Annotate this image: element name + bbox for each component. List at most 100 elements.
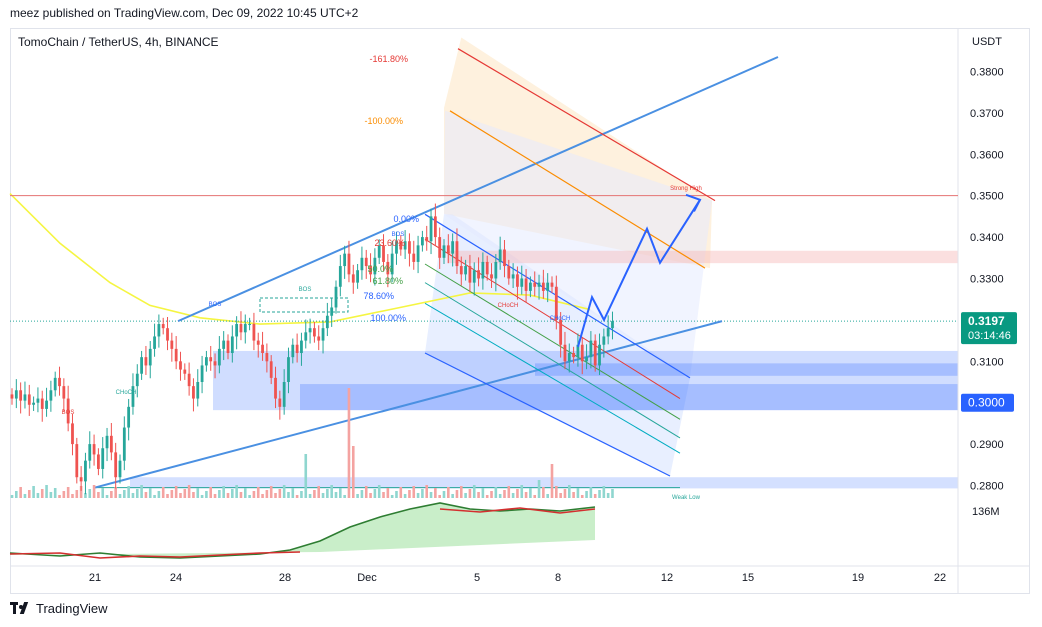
structure-label: CHoCH [498, 303, 519, 309]
volume-bar [53, 488, 57, 498]
volume-bar [421, 489, 424, 498]
candle-body [183, 369, 187, 374]
candle-body [412, 253, 416, 262]
volume-bar [278, 489, 282, 498]
candle-body [248, 324, 251, 326]
candle-body [529, 282, 532, 291]
volume-bar [261, 494, 264, 498]
candle-body [390, 253, 394, 275]
volume-bar [140, 485, 143, 498]
candle-body [464, 266, 467, 275]
candle-body [360, 257, 364, 271]
x-tick-label: 12 [661, 572, 673, 584]
volume-bar [438, 495, 441, 498]
publisher-header: meez published on TradingView.com, Dec 0… [10, 6, 359, 20]
volume-bar [231, 489, 234, 498]
volume-bar [576, 488, 580, 498]
y-tick-label: 0.3500 [970, 191, 1004, 203]
volume-bar [356, 494, 359, 498]
volume-bar [360, 490, 364, 498]
candle-body [75, 444, 79, 478]
candle-body [446, 245, 450, 254]
candle-body [554, 286, 558, 320]
candle-body [213, 361, 217, 366]
volume-bar [429, 492, 433, 498]
volume-bar [40, 489, 44, 498]
candle-body [421, 237, 424, 246]
volume-bar [118, 494, 122, 498]
candle-body [40, 398, 44, 409]
volume-bar [27, 490, 31, 498]
candle-body [304, 332, 308, 341]
candle-body [425, 237, 429, 242]
candle-body [408, 241, 411, 254]
volume-bar [563, 489, 567, 498]
candle-body [79, 477, 83, 482]
fib-level-label: 78.60% [363, 291, 394, 301]
moving-average-line [9, 193, 591, 325]
x-tick-label: 24 [170, 572, 182, 584]
volume-bar [490, 491, 493, 498]
fib-level-label: -100.00% [364, 116, 403, 126]
volume-bar [598, 490, 601, 498]
x-tick-label: 21 [89, 572, 101, 584]
volume-bar [274, 493, 277, 498]
candle-body [343, 253, 347, 267]
candle-body [127, 406, 131, 428]
desc-channel-bottom [424, 352, 671, 477]
candle-body [62, 386, 66, 399]
volume-bar [399, 487, 403, 498]
y-tick-label: 0.2900 [970, 439, 1004, 451]
volume-bar [559, 493, 562, 498]
candle-body [572, 353, 575, 358]
candle-body [455, 241, 459, 267]
candle-body [386, 261, 390, 275]
projection-zone [444, 110, 712, 378]
fib-ext-100-line [449, 110, 706, 269]
candle-body [295, 344, 299, 354]
candle-body [235, 324, 239, 337]
volume-bar [282, 485, 286, 498]
volume-bar [602, 486, 606, 498]
candle-body [32, 402, 35, 405]
fib-level-label: 50.0% [367, 264, 393, 274]
volume-bar [343, 495, 346, 498]
candle-body [442, 245, 446, 258]
candle-body [278, 398, 282, 407]
volume-bar [19, 487, 22, 498]
x-tick-label: 22 [934, 572, 946, 584]
candle-body [546, 282, 550, 291]
volume-bar [308, 494, 312, 498]
tradingview-logo-icon [10, 601, 30, 616]
volume-bar [45, 485, 48, 498]
volume-bar [84, 493, 87, 498]
weak-low-zone [130, 477, 958, 489]
volume-bar [403, 494, 407, 498]
volume-bar [166, 494, 169, 498]
volume-bar [330, 485, 333, 498]
candle-body [179, 361, 182, 370]
volume-bar [593, 494, 597, 498]
volume-bar [131, 493, 135, 498]
candle-body [485, 261, 489, 275]
candle-body [217, 348, 221, 366]
candle-body [429, 216, 433, 242]
candle-body [49, 390, 53, 401]
y-tick-label: 0.3100 [970, 356, 1004, 368]
y-axis-title: USDT [972, 36, 1002, 48]
candle-countdown: 03:14:46 [968, 330, 1011, 342]
volume-bar [218, 490, 221, 498]
volume-bar [239, 492, 243, 498]
candle-body [524, 278, 528, 291]
candle-body [541, 282, 545, 291]
oscillator-fill [10, 503, 595, 558]
volume-bar [459, 486, 463, 498]
volume-bar [123, 490, 126, 498]
candle-body [399, 241, 403, 250]
volume-bar [200, 495, 204, 498]
candle-body [317, 336, 321, 341]
volume-bar [32, 486, 35, 498]
candle-body [606, 328, 610, 337]
candle-body [66, 398, 70, 424]
